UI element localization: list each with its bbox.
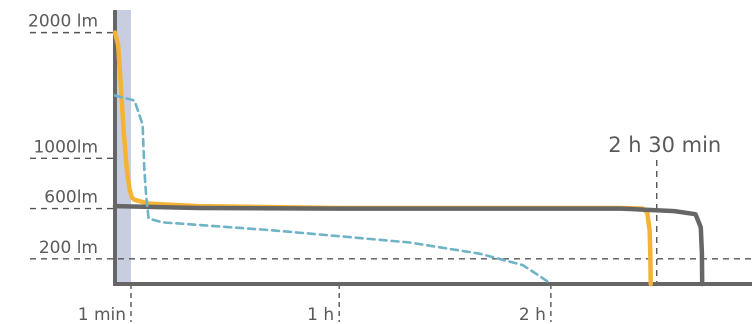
y-tick-label-2: 600lm — [44, 188, 98, 208]
series-line-2 — [113, 94, 553, 286]
series-line-1 — [112, 203, 705, 287]
labels-layer: 2000 lm 1000lm 600lm 200 lm 1 min 1 h 2 h 2 h 3… — [28, 12, 721, 324]
axes-layer — [113, 10, 752, 286]
y-tick-label-1: 1000lm — [33, 137, 98, 157]
x-tick-label-0: 1 min — [78, 305, 126, 324]
y-tick-label-0: 2000 lm — [28, 12, 98, 32]
x-tick-label-2: 2 h — [519, 305, 546, 324]
annotation-label-0: 2 h 30 min — [608, 133, 721, 157]
y-tick-label-3: 200 lm — [39, 238, 98, 258]
x-tick-label-1: 1 h — [307, 305, 334, 324]
series-layer — [112, 30, 705, 287]
series-line-0 — [112, 30, 653, 287]
guide-lines-layer — [30, 31, 752, 322]
